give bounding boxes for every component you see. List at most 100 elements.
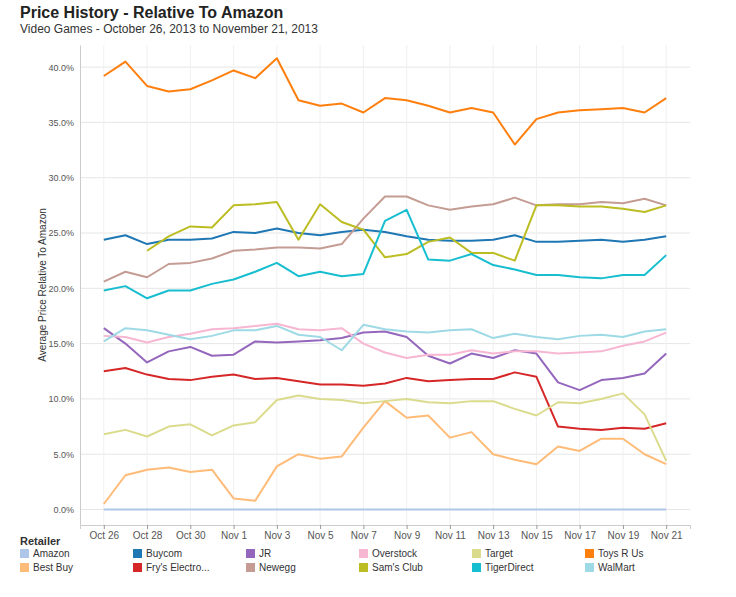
tick-label: 15.0%: [48, 339, 74, 349]
tick-label: 25.0%: [48, 228, 74, 238]
tick-mark: [493, 525, 494, 529]
legend-swatch: [472, 563, 481, 572]
legend-item: JR: [246, 548, 271, 559]
grid-line: [80, 288, 690, 289]
tick: 5.0%: [53, 450, 80, 460]
legend-swatch: [585, 563, 594, 572]
legend-title: Retailer: [20, 535, 61, 547]
grid-line: [80, 177, 690, 178]
legend-swatch: [246, 549, 255, 558]
tick: Nov 3: [264, 525, 291, 541]
tick-label: Nov 19: [608, 530, 640, 541]
tick-label: Nov 9: [394, 530, 421, 541]
legend-label: Fry's Electro...: [146, 562, 210, 573]
legend-label: WalMart: [598, 562, 635, 573]
tick: 40.0%: [48, 62, 80, 72]
legend-label: Amazon: [33, 548, 70, 559]
grid-line: [190, 45, 191, 525]
axis-line: [81, 526, 691, 530]
tick: Nov 11: [435, 525, 466, 541]
legend-swatch: [20, 549, 29, 558]
tick-label: 30.0%: [48, 173, 74, 183]
y-axis: 0.0%5.0%10.0%15.0%20.0%25.0%30.0%35.0%40…: [48, 46, 80, 526]
grid-line: [666, 45, 667, 525]
series-line: [104, 509, 666, 511]
legend-swatch: [472, 549, 481, 558]
legend-label: Sam's Club: [372, 562, 423, 573]
tick-label: Oct 30: [176, 530, 206, 541]
legend-item: Amazon: [20, 548, 70, 559]
series-line: [104, 393, 666, 460]
legend-item: Fry's Electro...: [133, 562, 210, 573]
legend-item: Overstock: [359, 548, 418, 559]
tick: Nov 17: [564, 525, 596, 541]
tick-label: Oct 26: [90, 530, 120, 541]
tick-mark: [277, 525, 278, 529]
tick: 15.0%: [48, 339, 80, 349]
grid-line: [103, 45, 104, 525]
legend-item: Best Buy: [20, 562, 73, 573]
legend-label: Overstock: [372, 548, 418, 559]
grid-line: [363, 45, 364, 525]
tick-label: Nov 15: [521, 530, 553, 541]
grid: [80, 45, 690, 525]
tick: 35.0%: [48, 118, 80, 128]
tick: Nov 5: [308, 525, 335, 541]
legend-item: Sam's Club: [359, 562, 423, 573]
axis-line: [80, 46, 81, 526]
tick-mark: [234, 525, 235, 529]
grid-line: [80, 67, 690, 68]
y-axis-title: Average Price Relative To Amazon: [37, 208, 48, 362]
tick-label: 10.0%: [48, 394, 74, 404]
grid-line: [622, 45, 623, 525]
series-line: [104, 328, 666, 390]
tick-label: Nov 3: [264, 530, 291, 541]
legend-label: Best Buy: [33, 562, 73, 573]
tick: Nov 1: [221, 525, 248, 541]
tick-label: Nov 1: [221, 530, 248, 541]
grid-line: [80, 122, 690, 123]
grid-line: [536, 45, 537, 525]
tick: Oct 26: [90, 525, 120, 541]
legend-swatch: [133, 549, 142, 558]
tick-mark: [190, 525, 191, 529]
legend-label: Newegg: [259, 562, 296, 573]
tick: Nov 15: [521, 525, 553, 541]
tick-mark: [147, 525, 148, 529]
legend-item: TigerDirect: [472, 562, 534, 573]
tick: Nov 19: [608, 525, 640, 541]
series-line: [104, 324, 666, 358]
series-line: [104, 401, 666, 504]
series-line: [104, 325, 666, 350]
tick-mark: [407, 525, 408, 529]
legend: RetailerAmazon Best Buy Buycom Fry's Electr…: [20, 535, 644, 573]
tick: 0.0%: [53, 505, 80, 515]
tick-label: Nov 7: [351, 530, 378, 541]
tick-label: 0.0%: [53, 505, 74, 515]
lines: [104, 58, 666, 509]
tick-label: 40.0%: [48, 62, 74, 72]
legend-swatch: [585, 549, 594, 558]
series-line: [104, 229, 666, 244]
grid-line: [579, 45, 580, 525]
legend-label: Toys R Us: [598, 548, 644, 559]
tick-label: Oct 28: [133, 530, 163, 541]
tick: Nov 13: [478, 525, 510, 541]
legend-swatch: [359, 563, 368, 572]
tick-label: Nov 11: [435, 530, 466, 541]
legend-item: Target: [472, 548, 513, 559]
tick: Nov 7: [351, 525, 378, 541]
tick: 10.0%: [48, 394, 80, 404]
grid-line: [449, 45, 450, 525]
chart: Price History - Relative To AmazonVideo …: [0, 0, 736, 597]
grid-line: [80, 454, 690, 455]
grid-line: [80, 343, 690, 344]
series-line: [104, 197, 666, 282]
legend-item: Toys R Us: [585, 548, 644, 559]
grid-line: [406, 45, 407, 525]
subtitle: Video Games - October 26, 2013 to Novemb…: [20, 22, 318, 36]
legend-label: Buycom: [146, 548, 182, 559]
tick-label: 5.0%: [53, 450, 74, 460]
tick: Nov 21: [651, 525, 683, 541]
tick: Oct 28: [133, 525, 163, 541]
